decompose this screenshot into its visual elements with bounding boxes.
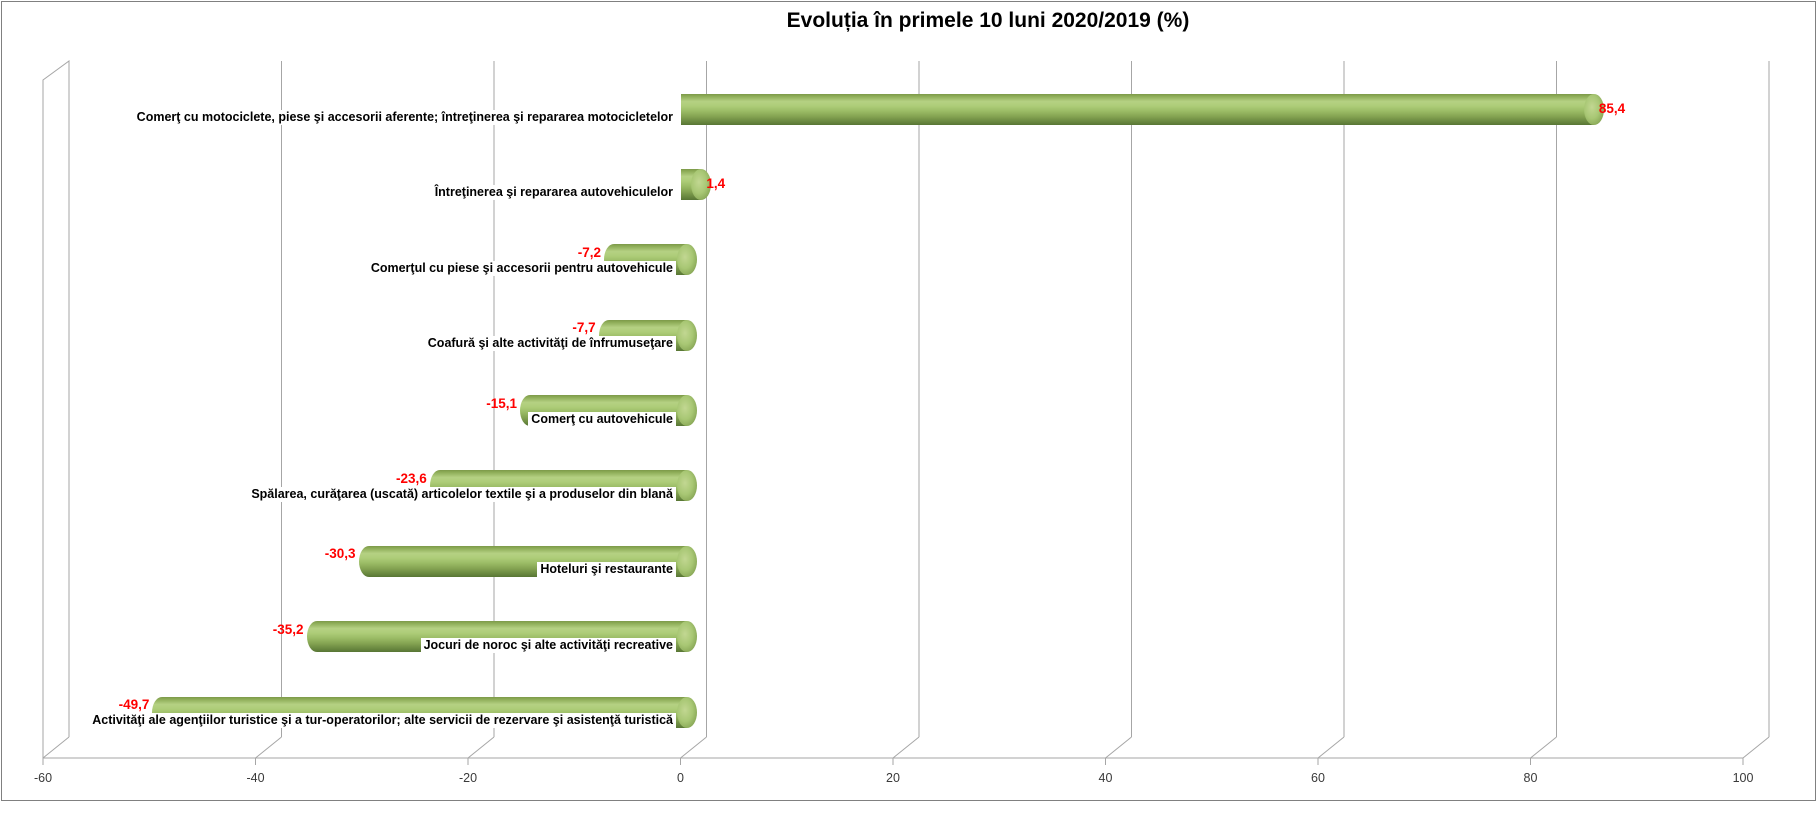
category-label: Comerţ cu motociclete, piese şi accesori… bbox=[133, 110, 676, 125]
category-label: Jocuri de noroc şi alte activităţi recre… bbox=[420, 637, 676, 653]
bar-end-cap bbox=[676, 319, 697, 351]
value-label: 1,4 bbox=[706, 176, 726, 192]
value-label: -30,3 bbox=[324, 546, 356, 562]
category-label: Comerţul cu piese şi accesorii pentru au… bbox=[367, 260, 676, 276]
category-label: Hoteluri şi restaurante bbox=[537, 562, 676, 578]
x-tick-label: 0 bbox=[677, 771, 684, 785]
value-label: 85,4 bbox=[1598, 101, 1626, 116]
value-label: -49,7 bbox=[118, 697, 150, 712]
x-tick-label: -60 bbox=[33, 771, 53, 785]
bar-cylinder bbox=[680, 168, 712, 200]
value-label: -35,2 bbox=[272, 621, 304, 637]
bar-end-cap bbox=[676, 545, 697, 577]
x-tick-label: -20 bbox=[458, 771, 478, 785]
x-tick-label: 40 bbox=[1098, 771, 1113, 785]
x-tick-label: 20 bbox=[886, 771, 900, 785]
bar-end-cap bbox=[691, 168, 712, 200]
x-tick-label: -40 bbox=[246, 771, 265, 785]
bar-end-cap bbox=[676, 696, 697, 728]
value-label: -7,7 bbox=[572, 320, 596, 336]
category-label: Activităţi ale agenţiilor turistice şi a… bbox=[89, 713, 676, 728]
x-tick-label: 80 bbox=[1523, 771, 1538, 785]
category-label: Spălarea, curăţarea (uscată) articolelor… bbox=[248, 486, 676, 502]
bar-end-cap bbox=[676, 470, 697, 502]
bar-cylinder bbox=[680, 93, 1604, 125]
category-label: Întreţinerea şi repararea autovehiculelo… bbox=[431, 185, 676, 201]
value-label: -15,1 bbox=[486, 395, 518, 411]
bar-end-cap bbox=[676, 395, 697, 426]
value-label: -23,6 bbox=[395, 470, 427, 486]
bar-cylinder bbox=[598, 319, 697, 351]
bar-end-cap bbox=[676, 244, 697, 276]
bar-body bbox=[680, 93, 1594, 125]
chart-title: Evoluția în primele 10 luni 2020/2019 (%… bbox=[786, 9, 1190, 32]
bar-end-cap bbox=[1583, 93, 1604, 125]
x-tick-label: 60 bbox=[1311, 771, 1325, 785]
category-label: Comerţ cu autovehicule bbox=[528, 411, 676, 427]
category-label: Coafură şi alte activităţi de înfrumuseţ… bbox=[424, 336, 676, 352]
value-label: -7,2 bbox=[577, 244, 601, 260]
bar-end-cap bbox=[676, 621, 697, 653]
x-tick-label: 100 bbox=[1732, 771, 1754, 785]
